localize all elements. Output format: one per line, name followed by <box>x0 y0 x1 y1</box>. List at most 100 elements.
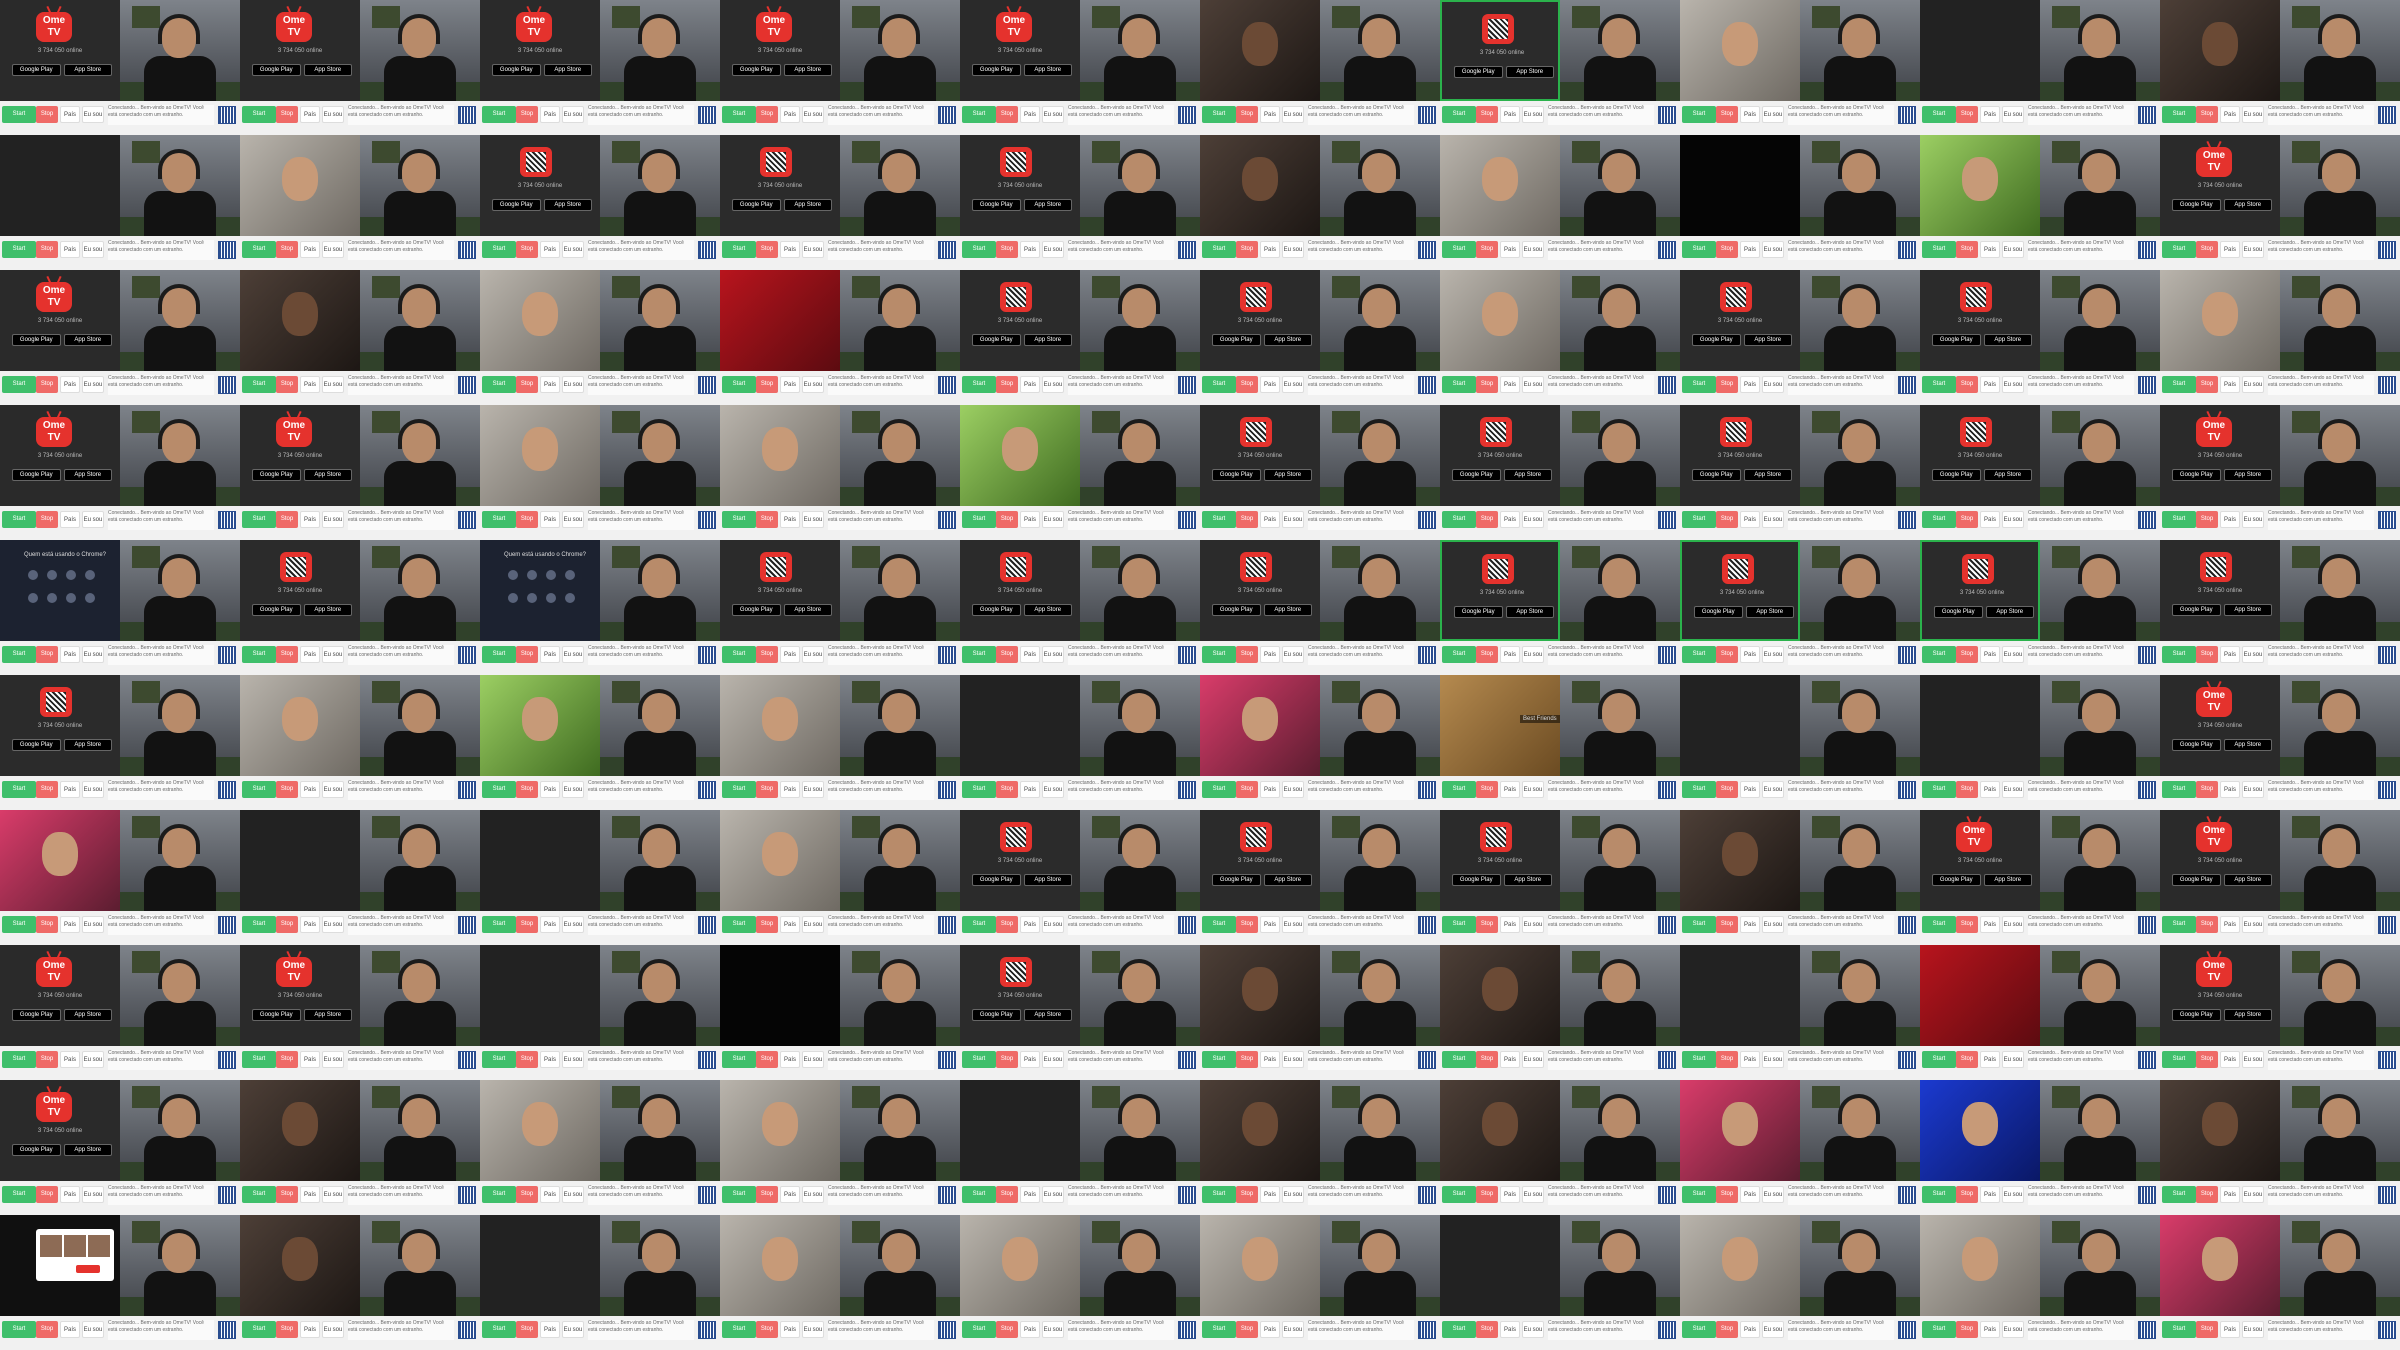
country-select[interactable]: País <box>1020 106 1040 123</box>
country-select[interactable]: País <box>300 916 320 933</box>
start-button[interactable]: Start <box>1922 646 1956 663</box>
app-store-badge[interactable]: App Store <box>303 469 352 481</box>
app-store-badge[interactable]: App Store <box>2223 1009 2272 1021</box>
app-store-badge[interactable]: App Store <box>1983 874 2032 886</box>
country-select[interactable]: País <box>1500 781 1520 798</box>
google-play-badge[interactable]: Google Play <box>492 199 541 211</box>
gender-select[interactable]: Eu sou <box>1042 781 1064 798</box>
gender-select[interactable]: Eu sou <box>802 916 824 933</box>
start-button[interactable]: Start <box>1682 646 1716 663</box>
country-select[interactable]: País <box>1020 1321 1040 1338</box>
gender-select[interactable]: Eu sou <box>82 646 104 663</box>
country-select[interactable]: País <box>1740 1051 1760 1068</box>
start-button[interactable]: Start <box>1922 916 1956 933</box>
google-play-badge[interactable]: Google Play <box>972 64 1021 76</box>
profile-avatar-icon[interactable] <box>565 570 575 580</box>
country-select[interactable]: País <box>300 1321 320 1338</box>
stop-button[interactable]: Stop <box>1956 916 1978 933</box>
gender-select[interactable]: Eu sou <box>82 916 104 933</box>
google-play-badge[interactable]: Google Play <box>2172 874 2221 886</box>
country-select[interactable]: País <box>60 1186 80 1203</box>
gender-select[interactable]: Eu sou <box>1762 1186 1784 1203</box>
start-button[interactable]: Start <box>1682 376 1716 393</box>
start-button[interactable]: Start <box>1202 781 1236 798</box>
start-button[interactable]: Start <box>1682 1321 1716 1338</box>
start-button[interactable]: Start <box>722 1321 756 1338</box>
app-store-badge[interactable]: App Store <box>1743 469 1792 481</box>
stop-button[interactable]: Stop <box>1236 106 1258 123</box>
gender-select[interactable]: Eu sou <box>1282 1186 1304 1203</box>
country-select[interactable]: País <box>300 1186 320 1203</box>
gender-select[interactable]: Eu sou <box>562 376 584 393</box>
google-play-badge[interactable]: Google Play <box>972 874 1021 886</box>
google-play-badge[interactable]: Google Play <box>252 1009 301 1021</box>
start-button[interactable]: Start <box>1202 646 1236 663</box>
google-play-badge[interactable]: Google Play <box>1932 469 1981 481</box>
stop-button[interactable]: Stop <box>1716 1321 1738 1338</box>
start-button[interactable]: Start <box>1442 1321 1476 1338</box>
stop-button[interactable]: Stop <box>1236 376 1258 393</box>
gender-select[interactable]: Eu sou <box>802 1321 824 1338</box>
country-select[interactable]: País <box>60 241 80 258</box>
stop-button[interactable]: Stop <box>1716 106 1738 123</box>
gender-select[interactable]: Eu sou <box>1042 916 1064 933</box>
google-play-badge[interactable]: Google Play <box>1454 606 1503 618</box>
country-select[interactable]: País <box>780 1186 800 1203</box>
stop-button[interactable]: Stop <box>516 1321 538 1338</box>
start-button[interactable]: Start <box>2162 781 2196 798</box>
google-play-badge[interactable]: Google Play <box>1692 334 1741 346</box>
country-select[interactable]: País <box>780 1051 800 1068</box>
app-store-badge[interactable]: App Store <box>1983 334 2032 346</box>
start-button[interactable]: Start <box>482 1186 516 1203</box>
gender-select[interactable]: Eu sou <box>1762 646 1784 663</box>
stop-button[interactable]: Stop <box>1476 106 1498 123</box>
country-select[interactable]: País <box>1500 1186 1520 1203</box>
app-store-badge[interactable]: App Store <box>1023 199 1072 211</box>
profile-avatar-icon[interactable] <box>565 593 575 603</box>
country-select[interactable]: País <box>1980 1321 2000 1338</box>
stop-button[interactable]: Stop <box>1956 646 1978 663</box>
start-button[interactable]: Start <box>722 511 756 528</box>
start-button[interactable]: Start <box>962 1321 996 1338</box>
gender-select[interactable]: Eu sou <box>1762 1321 1784 1338</box>
google-play-badge[interactable]: Google Play <box>1212 604 1261 616</box>
gender-select[interactable]: Eu sou <box>1282 1051 1304 1068</box>
country-select[interactable]: País <box>1260 106 1280 123</box>
country-select[interactable]: País <box>1980 511 2000 528</box>
start-button[interactable]: Start <box>2 376 36 393</box>
gender-select[interactable]: Eu sou <box>802 511 824 528</box>
gender-select[interactable]: Eu sou <box>562 241 584 258</box>
gender-select[interactable]: Eu sou <box>562 781 584 798</box>
start-button[interactable]: Start <box>2162 241 2196 258</box>
country-select[interactable]: País <box>780 511 800 528</box>
gender-select[interactable]: Eu sou <box>2242 1051 2264 1068</box>
stop-button[interactable]: Stop <box>276 1321 298 1338</box>
country-select[interactable]: País <box>1260 1321 1280 1338</box>
app-store-badge[interactable]: App Store <box>1983 469 2032 481</box>
stop-button[interactable]: Stop <box>756 1321 778 1338</box>
profile-avatar-icon[interactable] <box>508 593 518 603</box>
stop-button[interactable]: Stop <box>36 1051 58 1068</box>
stop-button[interactable]: Stop <box>276 241 298 258</box>
gender-select[interactable]: Eu sou <box>1762 241 1784 258</box>
profile-avatar-icon[interactable] <box>47 593 57 603</box>
stop-button[interactable]: Stop <box>1956 1321 1978 1338</box>
gender-select[interactable]: Eu sou <box>2242 241 2264 258</box>
app-store-badge[interactable]: App Store <box>2223 604 2272 616</box>
country-select[interactable]: País <box>1740 916 1760 933</box>
google-play-badge[interactable]: Google Play <box>972 199 1021 211</box>
country-select[interactable]: País <box>1980 241 2000 258</box>
gender-select[interactable]: Eu sou <box>2242 781 2264 798</box>
app-store-badge[interactable]: App Store <box>1743 334 1792 346</box>
stop-button[interactable]: Stop <box>1716 511 1738 528</box>
stop-button[interactable]: Stop <box>1236 916 1258 933</box>
google-play-badge[interactable]: Google Play <box>1692 469 1741 481</box>
country-select[interactable]: País <box>540 1051 560 1068</box>
start-button[interactable]: Start <box>1442 376 1476 393</box>
start-button[interactable]: Start <box>1922 376 1956 393</box>
gender-select[interactable]: Eu sou <box>1522 376 1544 393</box>
gender-select[interactable]: Eu sou <box>1042 106 1064 123</box>
country-select[interactable]: País <box>540 1186 560 1203</box>
stop-button[interactable]: Stop <box>276 1051 298 1068</box>
stop-button[interactable]: Stop <box>2196 781 2218 798</box>
